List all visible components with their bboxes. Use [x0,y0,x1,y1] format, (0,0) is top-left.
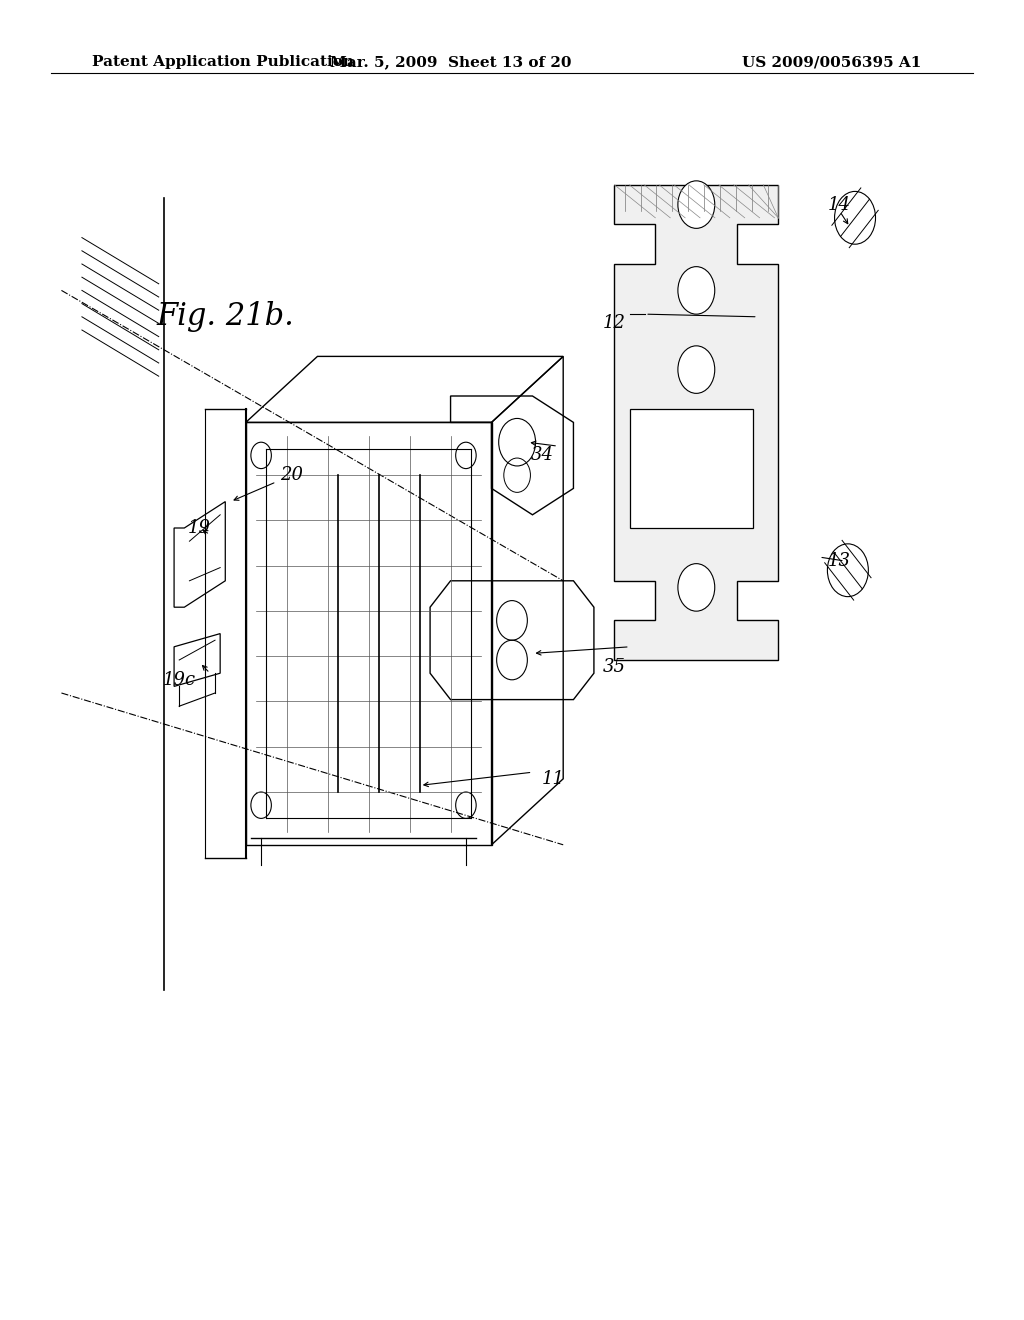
Text: Mar. 5, 2009  Sheet 13 of 20: Mar. 5, 2009 Sheet 13 of 20 [330,55,571,70]
Circle shape [678,267,715,314]
Text: 20: 20 [281,466,303,484]
Circle shape [678,181,715,228]
Text: Fig. 21b.: Fig. 21b. [157,301,294,333]
FancyBboxPatch shape [630,409,753,528]
Text: 34: 34 [531,446,554,465]
Circle shape [678,564,715,611]
Text: 19: 19 [188,519,211,537]
Circle shape [678,346,715,393]
Text: US 2009/0056395 A1: US 2009/0056395 A1 [742,55,922,70]
Polygon shape [614,185,778,660]
Circle shape [678,478,715,525]
Text: 12: 12 [603,314,626,333]
Text: 14: 14 [828,195,851,214]
Text: 35: 35 [603,657,626,676]
Text: 13: 13 [828,552,851,570]
Text: 19c: 19c [163,671,196,689]
Text: 11: 11 [542,770,564,788]
Text: Patent Application Publication: Patent Application Publication [92,55,354,70]
